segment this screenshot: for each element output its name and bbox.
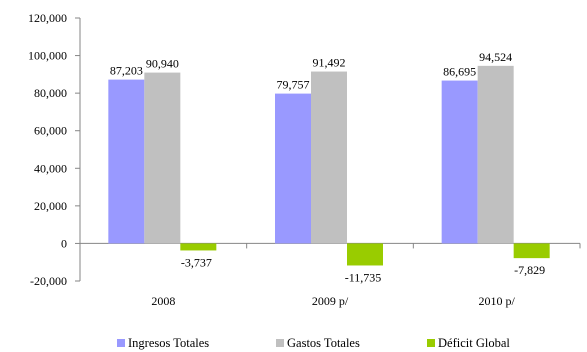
data-label: 87,203 <box>110 64 143 78</box>
bar-ingresos-totales <box>108 79 145 244</box>
data-label: -7,829 <box>514 263 545 277</box>
data-label: 94,524 <box>479 50 512 64</box>
x-category-label: 2010 p/ <box>478 294 515 308</box>
axes: -20,000 0 20,000 40,000 60,000 80,000 100,000 1… <box>28 11 581 308</box>
data-labels: 87,203 79,757 86,695 90,940 91,492 94,524 -3,7… <box>110 50 545 285</box>
data-label: 86,695 <box>443 65 476 79</box>
legend-label: Déficit Global <box>438 336 510 350</box>
data-label: -3,737 <box>181 255 212 269</box>
legend-swatch <box>427 339 435 347</box>
bar-d-ficit-global <box>513 243 550 259</box>
bar-gastos-totales <box>311 71 347 244</box>
y-tick-label: -20,000 <box>30 274 67 288</box>
data-label: 79,757 <box>277 78 310 92</box>
x-category-label: 2008 <box>151 294 175 308</box>
data-label: 90,940 <box>146 57 179 71</box>
bar-gastos-totales <box>477 65 514 244</box>
y-tick-label: 20,000 <box>34 199 67 213</box>
y-tick-label: 60,000 <box>34 124 67 138</box>
legend-label: Ingresos Totales <box>128 336 209 350</box>
bar-ingresos-totales <box>441 80 478 244</box>
y-tick-label: 120,000 <box>28 11 67 25</box>
bar-d-ficit-global <box>180 243 217 251</box>
y-tick-label: 80,000 <box>34 86 67 100</box>
legend: Ingresos Totales Gastos Totales Déficit Gl… <box>117 336 510 350</box>
legend-label: Gastos Totales <box>287 336 360 350</box>
y-tick-label: 0 <box>61 236 67 250</box>
bar-gastos-totales <box>144 72 181 244</box>
bars <box>108 65 550 266</box>
y-tick-label: 100,000 <box>28 49 67 63</box>
data-label: 91,492 <box>313 56 346 70</box>
legend-swatch <box>276 339 284 347</box>
data-label: -11,735 <box>345 270 382 284</box>
y-tick-label: 40,000 <box>34 161 67 175</box>
bar-ingresos-totales <box>275 93 311 244</box>
x-category-label: 2009 p/ <box>312 294 349 308</box>
bar-d-ficit-global <box>347 243 383 266</box>
legend-swatch <box>117 339 125 347</box>
